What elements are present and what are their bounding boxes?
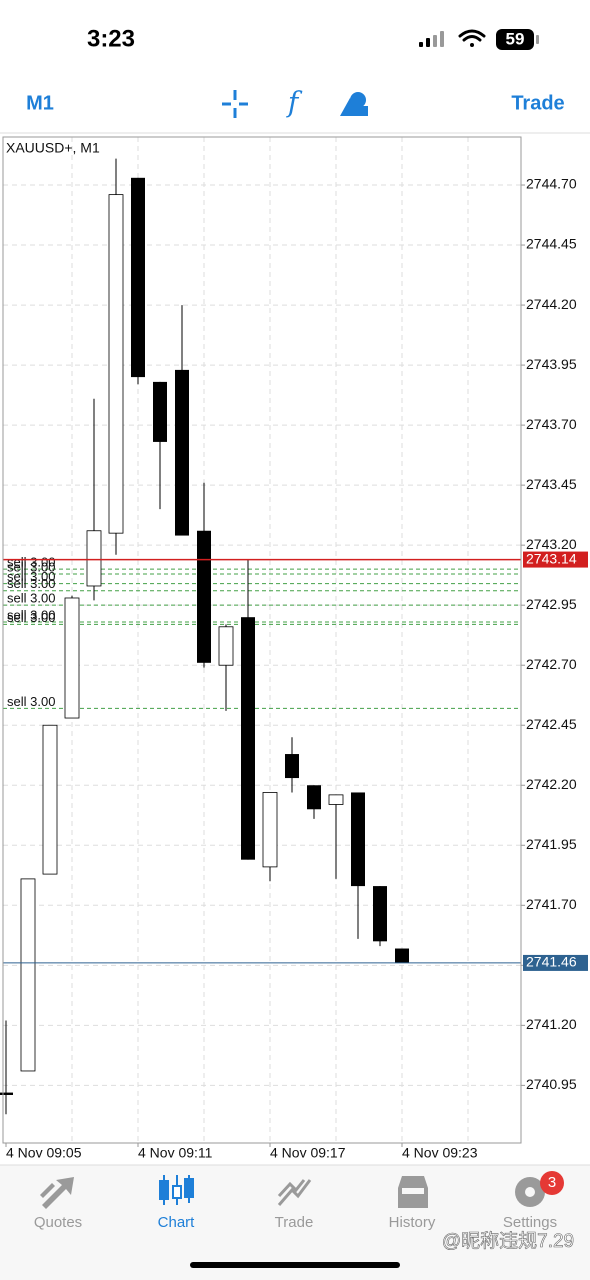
order-label: sell 3.00 xyxy=(7,555,55,570)
history-icon xyxy=(398,1176,428,1208)
candle-body xyxy=(0,1092,13,1095)
x-tick-label: 4 Nov 09:05 xyxy=(6,1145,82,1161)
order-label: sell 3.00 xyxy=(7,607,55,622)
candle-body xyxy=(153,381,167,442)
order-label: sell 3.00 xyxy=(7,569,55,584)
y-tick-label: 2744.70 xyxy=(526,176,577,192)
candle-body xyxy=(328,794,344,805)
y-tick-label: 2741.95 xyxy=(526,836,577,852)
y-tick-label: 2743.70 xyxy=(526,416,577,432)
candle-body xyxy=(262,792,278,868)
battery-level: 59 xyxy=(506,29,525,48)
badge xyxy=(540,1171,564,1195)
y-tick-label: 2742.20 xyxy=(526,776,577,792)
x-tick-label: 4 Nov 09:11 xyxy=(138,1145,213,1161)
price-tag xyxy=(523,551,588,568)
signal-icon xyxy=(419,31,444,47)
candle-body xyxy=(108,194,124,534)
chart-title: XAUUSD+, M1 xyxy=(6,140,100,156)
tab-label[interactable]: Chart xyxy=(158,1214,196,1231)
candle-body xyxy=(86,530,102,587)
tab-label[interactable]: History xyxy=(389,1214,436,1231)
candle-body xyxy=(197,530,211,663)
candle-body xyxy=(175,369,189,536)
indicators-button[interactable]: f xyxy=(286,86,303,119)
price-tag-label: 2743.14 xyxy=(526,550,577,566)
candle-body xyxy=(373,886,387,942)
home-indicator xyxy=(190,1262,400,1268)
tab-bar xyxy=(0,1165,590,1280)
battery-cap xyxy=(536,35,539,44)
plot-frame xyxy=(2,136,522,1144)
objects-button[interactable] xyxy=(340,92,368,116)
tab-label[interactable]: Quotes xyxy=(34,1214,82,1231)
candle-body xyxy=(64,597,80,719)
candle-body xyxy=(307,785,321,810)
battery-icon xyxy=(496,29,534,50)
tab-label[interactable]: Trade xyxy=(275,1214,314,1231)
x-tick-label: 4 Nov 09:17 xyxy=(270,1145,346,1161)
y-tick-label: 2743.20 xyxy=(526,536,577,552)
candle-body xyxy=(218,626,234,666)
price-tag xyxy=(523,954,588,971)
trade-button[interactable]: Trade xyxy=(511,92,564,114)
y-tick-label: 2741.70 xyxy=(526,896,577,912)
y-tick-label: 2744.45 xyxy=(526,236,577,252)
candle-body xyxy=(351,792,365,887)
settings-icon xyxy=(515,1177,545,1207)
tab-label[interactable]: Settings xyxy=(503,1214,557,1231)
y-tick-label: 2743.45 xyxy=(526,476,577,492)
order-label: sell 3.00 xyxy=(7,610,55,625)
order-label: sell 3.00 xyxy=(7,694,55,709)
x-tick-label: 4 Nov 09:23 xyxy=(402,1145,478,1161)
quotes-icon xyxy=(40,1177,74,1209)
tab-labels: Quotes Chart Trade History Settings xyxy=(34,1214,557,1231)
period-button[interactable]: M1 xyxy=(26,92,54,114)
candle-body xyxy=(20,878,36,1072)
candle-body xyxy=(42,724,58,875)
order-label: sell 3.00 xyxy=(7,559,55,574)
chart-icon xyxy=(159,1175,194,1205)
candle-body xyxy=(285,754,299,779)
order-label: sell 3.00 xyxy=(7,576,55,591)
candle-body xyxy=(241,617,255,860)
y-tick-label: 2744.20 xyxy=(526,296,577,312)
y-tick-label: 2743.95 xyxy=(526,356,577,372)
y-tick-label: 2740.95 xyxy=(526,1076,577,1092)
price-tag-label: 2741.46 xyxy=(526,954,577,970)
badge-count: 3 xyxy=(548,1174,556,1191)
y-tick-label: 2742.95 xyxy=(526,596,577,612)
order-label: sell 3.00 xyxy=(7,591,55,606)
chart: 2740.952741.202741.452741.702741.952742.… xyxy=(0,137,588,1161)
trade-icon xyxy=(277,1179,312,1206)
y-tick-label: 2741.20 xyxy=(526,1016,577,1032)
wifi-icon xyxy=(458,29,486,47)
candle-body xyxy=(395,948,409,963)
status-time: 3:23 xyxy=(87,25,135,52)
y-tick-label: 2742.70 xyxy=(526,656,577,672)
crosshair-button[interactable] xyxy=(222,90,248,118)
candle-body xyxy=(131,177,145,378)
y-tick-label: 2742.45 xyxy=(526,716,577,732)
watermark: @昵称违规7.29 xyxy=(442,1230,574,1252)
